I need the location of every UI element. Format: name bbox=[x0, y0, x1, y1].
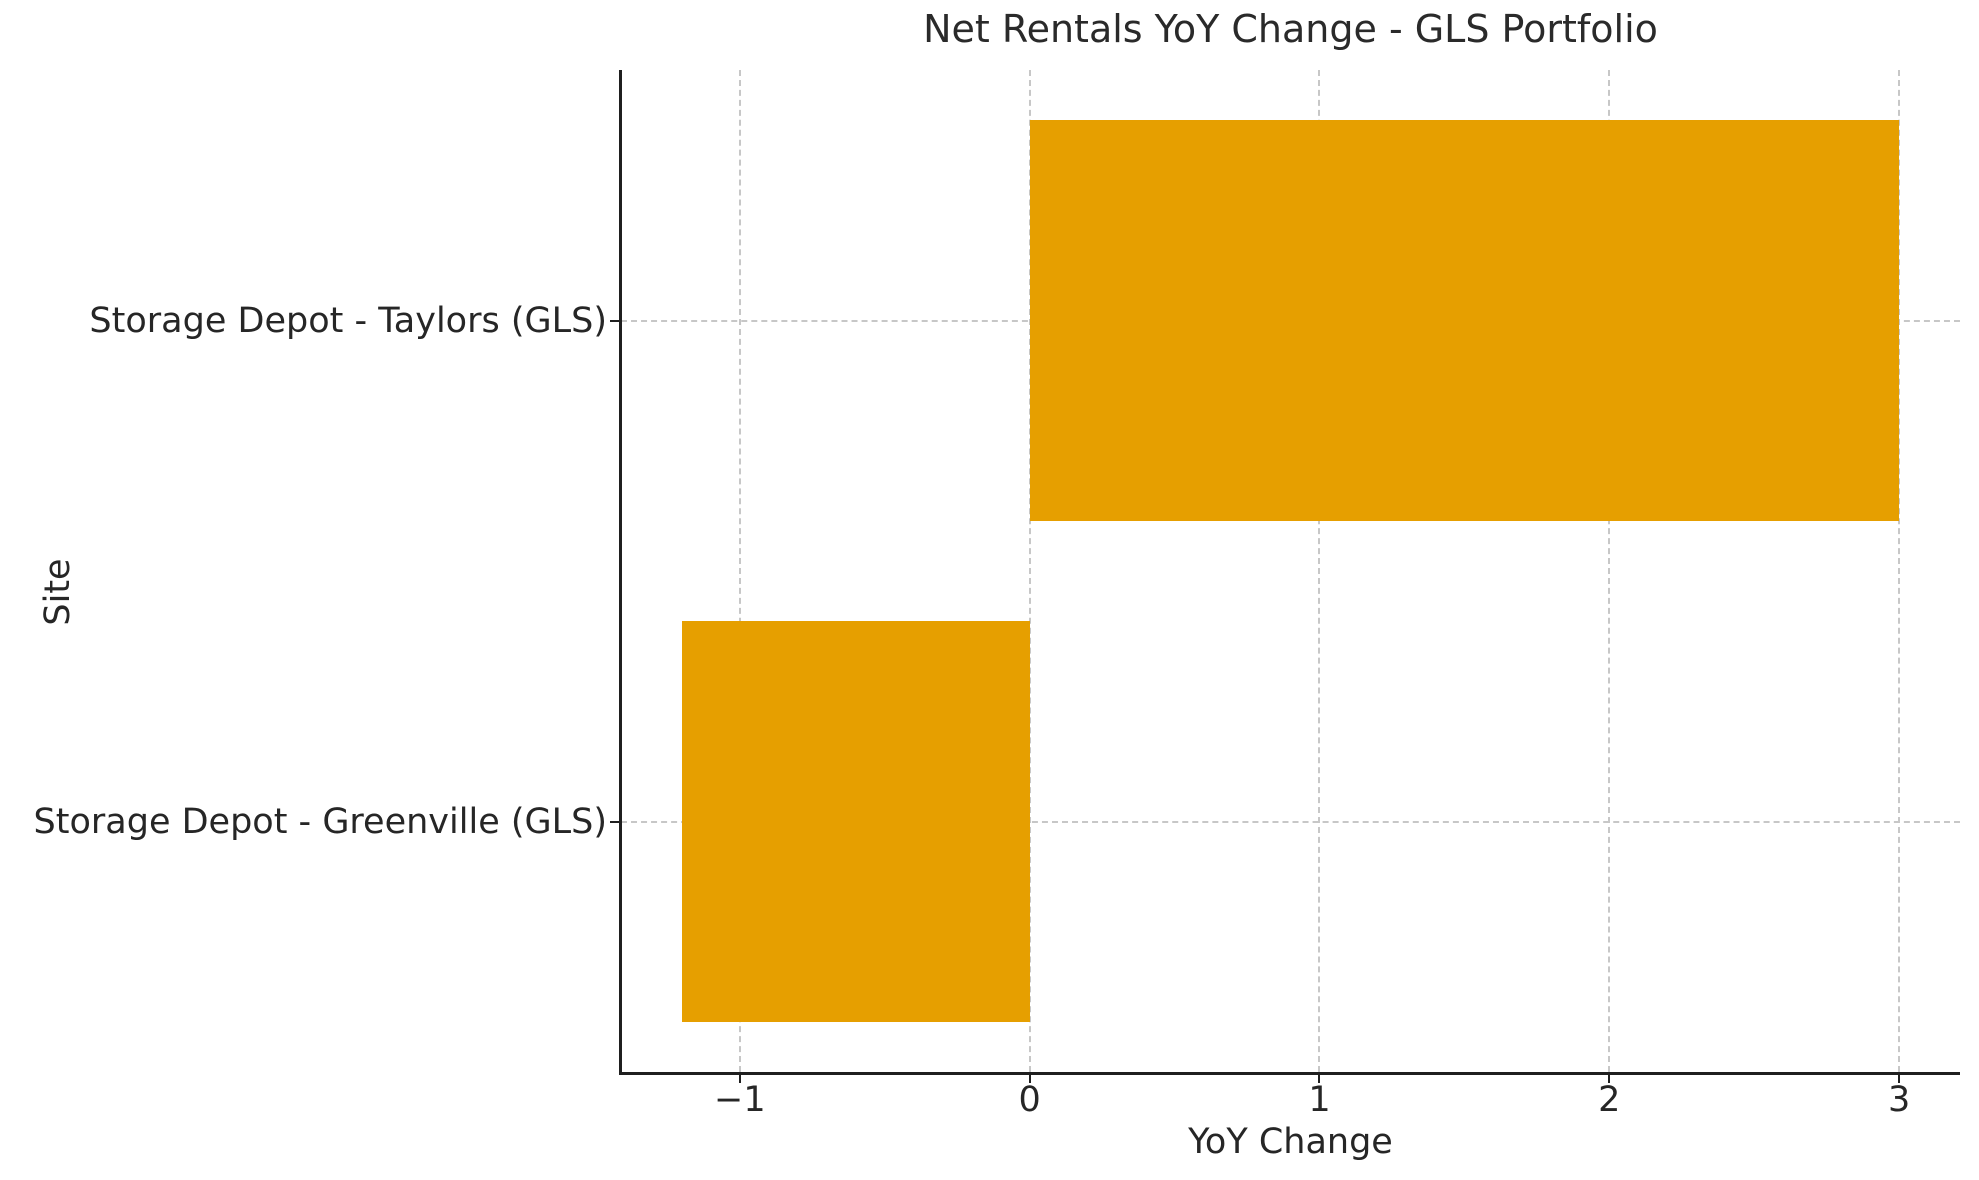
y-category-label-storage-depot-greenville-gls: Storage Depot - Greenville (GLS) bbox=[33, 801, 607, 842]
x-tick-mark bbox=[1608, 1072, 1611, 1083]
x-tick-mark bbox=[1318, 1072, 1321, 1083]
x-tick-label: 2 bbox=[1598, 1080, 1621, 1120]
y-axis-label: Site bbox=[38, 558, 78, 626]
x-gridline bbox=[1028, 70, 1031, 1072]
x-tick-mark bbox=[1028, 1072, 1031, 1083]
x-tick-label: −1 bbox=[714, 1080, 766, 1120]
x-tick-mark bbox=[1898, 1072, 1901, 1083]
x-tick-mark bbox=[738, 1072, 741, 1083]
bar-storage-depot-greenville-gls bbox=[681, 621, 1030, 1022]
y-category-label-storage-depot-taylors-gls: Storage Depot - Taylors (GLS) bbox=[89, 300, 607, 341]
x-axis-label: YoY Change bbox=[1188, 1122, 1393, 1162]
x-axis-spine bbox=[619, 1072, 1960, 1075]
bar-storage-depot-taylors-gls bbox=[1029, 120, 1900, 521]
x-tick-label: 3 bbox=[1887, 1080, 1911, 1120]
x-tick-label: 1 bbox=[1308, 1080, 1331, 1120]
x-gridline bbox=[1898, 70, 1901, 1072]
plot-area bbox=[621, 70, 1960, 1072]
x-gridline bbox=[1608, 70, 1611, 1072]
chart-title: Net Rentals YoY Change - GLS Portfolio bbox=[923, 7, 1658, 51]
y-tick-mark bbox=[610, 319, 621, 322]
y-tick-mark bbox=[610, 820, 621, 823]
y-axis-spine bbox=[619, 70, 622, 1074]
y-gridline bbox=[621, 820, 1960, 823]
x-tick-label: 0 bbox=[1018, 1080, 1041, 1120]
x-gridline bbox=[738, 70, 741, 1072]
x-gridline bbox=[1318, 70, 1321, 1072]
